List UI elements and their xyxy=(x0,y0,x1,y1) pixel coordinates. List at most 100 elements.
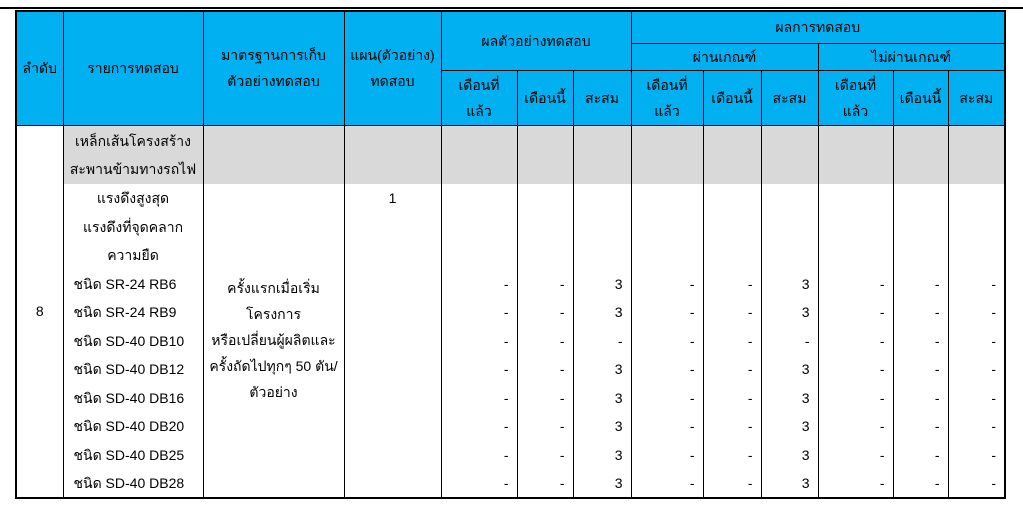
cell-value xyxy=(817,212,894,241)
cell-value: - xyxy=(630,383,704,412)
test-item-label: แรงดึงสูงสุด xyxy=(62,184,204,213)
group-empty-cell xyxy=(760,125,819,184)
standard-note-line1: ครั้งแรกเมื่อเริ่มโครงการ xyxy=(227,280,320,323)
cell-value: - xyxy=(572,326,632,355)
cell-value: - xyxy=(516,298,574,327)
cell-value: 3 xyxy=(572,440,632,469)
test-item-label: ชนิด SD-40 DB20 xyxy=(62,412,204,441)
cell-value: - xyxy=(440,326,518,355)
header-last-month: เดือนที่ แล้ว xyxy=(817,69,894,126)
cell-value: - xyxy=(702,383,762,412)
cell-value xyxy=(892,184,949,213)
standard-note-line2: หรือเปลี่ยนผู้ผลิตและ xyxy=(211,332,336,349)
group-empty-cell xyxy=(343,125,442,184)
test-item-label: ชนิด SD-40 DB25 xyxy=(62,440,204,469)
test-item-label: แรงดึงที่จุดคลาก xyxy=(62,212,204,241)
header-row-2: ผ่านเกณฑ์ ไม่ผ่านเกณฑ์ xyxy=(16,42,1006,71)
cell-value: - xyxy=(892,326,949,355)
header-last-month: เดือนที่ แล้ว xyxy=(440,69,518,126)
test-item-label: ชนิด SD-40 DB12 xyxy=(62,355,204,384)
cell-value: - xyxy=(947,326,1006,355)
standard-note-line4: ตัวอย่าง xyxy=(249,384,298,401)
cell-value: - xyxy=(760,326,819,355)
cell-value: - xyxy=(440,355,518,384)
header-standard-line2: ตัวอย่างทดสอบ xyxy=(227,73,320,90)
cell-value: - xyxy=(702,326,762,355)
cell-value xyxy=(760,212,819,241)
header-this-month: เดือนนี้ xyxy=(516,69,574,126)
header-cumulative: สะสม xyxy=(572,69,632,126)
cell-value xyxy=(892,241,949,270)
test-item-label: ความยืด xyxy=(62,241,204,270)
group-empty-cell xyxy=(892,125,949,184)
cell-value: 3 xyxy=(760,269,819,298)
cell-value xyxy=(630,241,704,270)
cell-value: - xyxy=(702,469,762,498)
cell-value: - xyxy=(817,469,894,498)
table-row: ชนิด SD-40 DB25 - - 3 - - 3 - - - xyxy=(16,440,1006,469)
cell-value: - xyxy=(516,355,574,384)
cell-value: 3 xyxy=(760,355,819,384)
header-fail-group: ไม่ผ่านเกณฑ์ xyxy=(817,42,1006,71)
cell-value xyxy=(630,184,704,213)
plan-value xyxy=(343,269,442,298)
plan-value xyxy=(343,326,442,355)
group-empty-cell xyxy=(516,125,574,184)
cell-value xyxy=(572,241,632,270)
cell-value: - xyxy=(516,383,574,412)
test-item-label: ชนิด SR-24 RB9 xyxy=(62,298,204,327)
cell-value: - xyxy=(630,440,704,469)
header-row-3: เดือนที่ แล้ว เดือนนี้ สะสม เดือนที่ แล้… xyxy=(16,69,1006,126)
header-standard-line1: มาตรฐานการเก็บ xyxy=(221,47,326,64)
header-this-month: เดือนนี้ xyxy=(892,69,949,126)
cell-value: 3 xyxy=(572,269,632,298)
cell-value: - xyxy=(702,440,762,469)
group-title-line1: เหล็กเส้นโครงสร้าง xyxy=(75,132,191,149)
cell-value: - xyxy=(702,412,762,441)
table-row: ชนิด SR-24 RB9 - - 3 - - 3 - - - xyxy=(16,298,1006,327)
table-row: ชนิด SD-40 DB10 - - - - - - - - - xyxy=(16,326,1006,355)
standard-note-line3: ครั้งถัดไปทุกๆ 50 ตัน/ xyxy=(209,358,338,375)
cell-value: 3 xyxy=(572,469,632,498)
header-no: ลำดับ xyxy=(15,10,64,126)
header-sample-results-group: ผลตัวอย่างทดสอบ xyxy=(440,10,632,71)
header-last-month: เดือนที่ แล้ว xyxy=(630,69,704,126)
table-row: ชนิด SD-40 DB12 - - 3 - - 3 - - - xyxy=(16,355,1006,384)
group-empty-cell xyxy=(817,125,894,184)
header-last-month-line2: แล้ว xyxy=(466,102,492,119)
header-last-month-line1: เดือนที่ xyxy=(458,76,500,93)
table-header: ลำดับ รายการทดสอบ มาตรฐานการเก็บ ตัวอย่า… xyxy=(15,10,1006,126)
group-empty-cell xyxy=(947,125,1006,184)
group-empty-cell xyxy=(202,125,345,184)
cell-value: - xyxy=(817,298,894,327)
cell-value: - xyxy=(440,440,518,469)
header-plan: แผน(ตัวอย่าง) ทดสอบ xyxy=(343,10,442,126)
cell-value xyxy=(440,241,518,270)
cell-value xyxy=(516,241,574,270)
plan-value xyxy=(343,241,442,270)
cell-value: 3 xyxy=(572,298,632,327)
plan-value: 1 xyxy=(343,184,442,213)
cell-value: - xyxy=(440,298,518,327)
header-test-results-group: ผลการทดสอบ xyxy=(630,10,1006,44)
plan-value xyxy=(343,298,442,327)
standard-note-cell: ครั้งแรกเมื่อเริ่มโครงการ หรือเปลี่ยนผู้… xyxy=(202,184,345,498)
cell-value: - xyxy=(892,412,949,441)
plan-value xyxy=(343,212,442,241)
header-this-month: เดือนนี้ xyxy=(702,69,762,126)
cell-value: - xyxy=(817,269,894,298)
cell-value xyxy=(947,212,1006,241)
header-last-month-line1: เดือนที่ xyxy=(646,76,688,93)
cell-value: - xyxy=(440,383,518,412)
table-row: ชนิด SD-40 DB28 - - 3 - - 3 - - - xyxy=(16,469,1006,498)
cell-value: - xyxy=(630,298,704,327)
group-title-cell: เหล็กเส้นโครงสร้าง สะพานข้ามทางรถไฟ xyxy=(62,125,204,184)
plan-value xyxy=(343,469,442,498)
table-row: แรงดึงที่จุดคลาก xyxy=(16,212,1006,241)
cell-value: - xyxy=(817,412,894,441)
cell-value: - xyxy=(516,469,574,498)
cell-value: - xyxy=(516,440,574,469)
cell-value xyxy=(572,212,632,241)
test-item-label: ชนิด SR-24 RB6 xyxy=(62,269,204,298)
